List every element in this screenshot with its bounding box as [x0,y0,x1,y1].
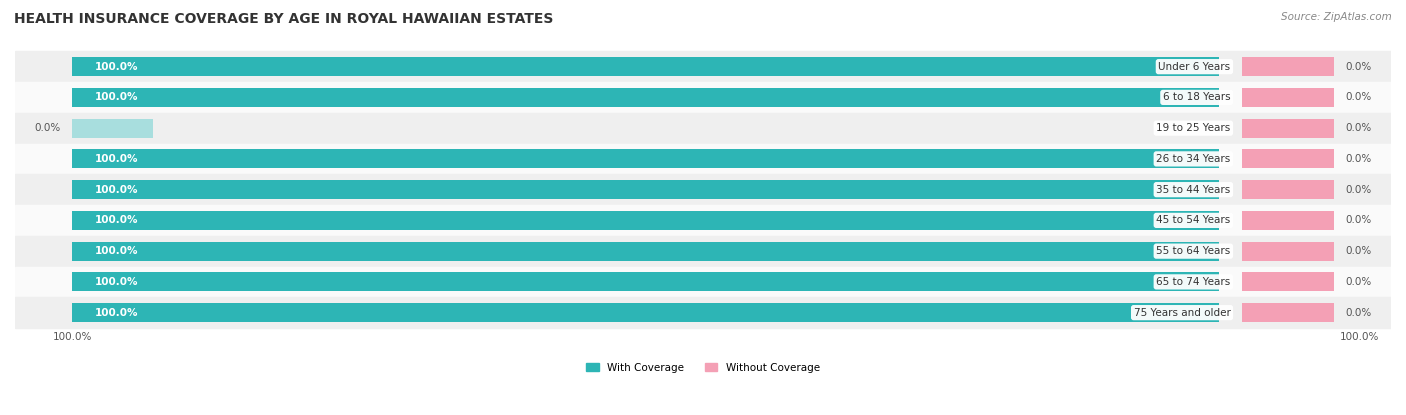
Text: 100.0%: 100.0% [96,154,139,164]
Text: 100.0%: 100.0% [96,246,139,256]
Text: 0.0%: 0.0% [1346,308,1371,317]
Text: 65 to 74 Years: 65 to 74 Years [1156,277,1230,287]
Bar [1241,180,1334,199]
Bar [1241,88,1334,107]
Bar [15,51,1391,82]
Bar [15,236,1391,266]
Text: 0.0%: 0.0% [1346,277,1371,287]
Text: 100.0%: 100.0% [1340,332,1379,342]
Bar [1241,303,1334,322]
Text: 45 to 54 Years: 45 to 54 Years [1156,215,1230,225]
Text: Source: ZipAtlas.com: Source: ZipAtlas.com [1281,12,1392,22]
Text: 100.0%: 100.0% [96,308,139,317]
Text: 0.0%: 0.0% [1346,93,1371,103]
Bar [15,266,1391,297]
Bar [15,82,1391,113]
Bar [72,180,1219,199]
Bar [1241,272,1334,291]
Text: 0.0%: 0.0% [35,123,60,133]
Text: 0.0%: 0.0% [1346,246,1371,256]
Text: 0.0%: 0.0% [1346,62,1371,72]
Bar [15,297,1391,328]
Bar [15,205,1391,236]
Text: 100.0%: 100.0% [96,62,139,72]
Text: 0.0%: 0.0% [1346,154,1371,164]
Bar [72,303,1219,322]
Bar [72,119,153,138]
Text: 0.0%: 0.0% [1346,215,1371,225]
Text: 100.0%: 100.0% [96,185,139,195]
Bar [1241,149,1334,168]
Text: 100.0%: 100.0% [96,277,139,287]
Text: 75 Years and older: 75 Years and older [1133,308,1230,317]
Bar [15,144,1391,174]
Bar [15,113,1391,144]
Text: 19 to 25 Years: 19 to 25 Years [1156,123,1230,133]
Text: 26 to 34 Years: 26 to 34 Years [1156,154,1230,164]
Text: 100.0%: 100.0% [96,93,139,103]
Bar [72,211,1219,230]
Text: 6 to 18 Years: 6 to 18 Years [1163,93,1230,103]
Text: 35 to 44 Years: 35 to 44 Years [1156,185,1230,195]
Bar [72,149,1219,168]
Bar [72,88,1219,107]
Legend: With Coverage, Without Coverage: With Coverage, Without Coverage [582,359,824,377]
Text: 100.0%: 100.0% [96,215,139,225]
Text: HEALTH INSURANCE COVERAGE BY AGE IN ROYAL HAWAIIAN ESTATES: HEALTH INSURANCE COVERAGE BY AGE IN ROYA… [14,12,554,27]
Text: 100.0%: 100.0% [52,332,91,342]
Bar [1241,119,1334,138]
Text: 0.0%: 0.0% [1346,185,1371,195]
Text: 0.0%: 0.0% [1346,123,1371,133]
Bar [72,242,1219,261]
Bar [1241,57,1334,76]
Bar [1241,211,1334,230]
Bar [72,272,1219,291]
Bar [15,174,1391,205]
Text: 55 to 64 Years: 55 to 64 Years [1156,246,1230,256]
Bar [72,57,1219,76]
Bar [1241,242,1334,261]
Text: Under 6 Years: Under 6 Years [1159,62,1230,72]
